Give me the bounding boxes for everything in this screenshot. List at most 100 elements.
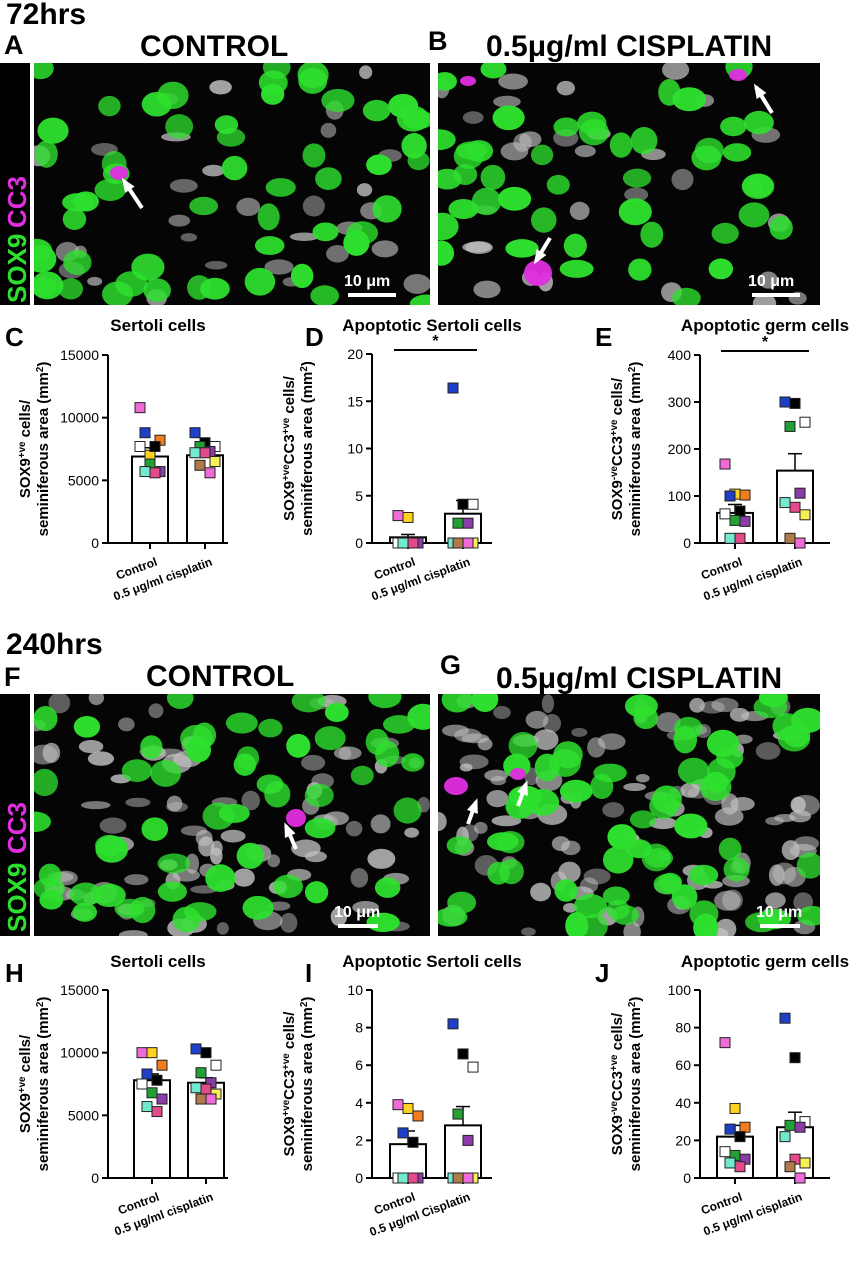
nucleus-cc3 — [729, 69, 747, 81]
bar — [444, 512, 482, 545]
nucleus-sox9 — [708, 258, 734, 280]
data-point — [209, 456, 221, 468]
data-point — [779, 1131, 791, 1143]
nucleus-gray — [462, 111, 484, 124]
y-tick-label: 300 — [668, 394, 692, 410]
nucleus-gray — [569, 201, 590, 221]
nucleus-sox9 — [72, 902, 98, 922]
nucleus-gray — [169, 178, 198, 193]
nucleus-gray — [790, 796, 806, 813]
nucleus-sox9 — [672, 287, 701, 305]
data-point — [154, 466, 166, 478]
nucleus-sox9 — [69, 882, 102, 906]
data-point — [799, 416, 811, 428]
data-point — [789, 501, 801, 513]
panel-title-control: CONTROL — [140, 30, 289, 63]
nucleus-gray — [267, 854, 281, 868]
nucleus-sox9 — [554, 879, 578, 902]
scale-bar — [338, 924, 378, 928]
data-point — [739, 489, 751, 501]
nucleus-sox9 — [102, 281, 134, 305]
arrow-marker — [516, 780, 528, 807]
nucleus-gray — [34, 744, 58, 765]
nucleus-gray — [680, 782, 700, 798]
nucleus-gray — [477, 737, 493, 751]
data-point — [407, 537, 419, 549]
nucleus-gray — [356, 183, 373, 197]
nucleus-sox9 — [34, 63, 54, 80]
nucleus-sox9 — [34, 811, 51, 833]
data-point — [734, 505, 746, 517]
panel-letter: C — [5, 322, 24, 352]
nucleus-sox9 — [37, 117, 69, 144]
data-point — [204, 467, 216, 479]
nucleus-gray — [722, 889, 743, 911]
nucleus-sox9 — [129, 896, 156, 924]
nucleus-gray — [180, 825, 208, 836]
nucleus-sox9 — [409, 294, 430, 305]
bar — [131, 455, 169, 544]
nucleus-sox9 — [34, 706, 58, 732]
data-point — [205, 1077, 217, 1089]
data-point — [189, 447, 201, 459]
nucleus-gray — [289, 232, 319, 241]
data-point — [457, 498, 469, 510]
nucleus-sox9 — [651, 785, 682, 814]
x-tick-label: Control — [372, 1190, 417, 1218]
nucleus-gray — [486, 790, 509, 808]
nucleus-sox9 — [244, 267, 276, 296]
nucleus-sox9 — [302, 143, 326, 168]
bar — [133, 1079, 171, 1179]
x-tick-label: Control — [699, 555, 744, 583]
nucleus-sox9 — [630, 126, 658, 155]
nucleus-sox9 — [368, 694, 402, 709]
panel-letter: G — [440, 650, 462, 680]
x-tick-label: Control — [114, 555, 159, 583]
bar — [776, 469, 814, 544]
data-point — [799, 509, 811, 521]
scale-bar-label: 10 μm — [344, 273, 391, 290]
nucleus-sox9 — [674, 716, 703, 740]
nucleus-gray — [765, 816, 784, 826]
nucleus-gray — [473, 821, 488, 834]
nucleus-sox9 — [720, 116, 747, 137]
nucleus-gray — [264, 259, 294, 275]
nucleus-gray — [370, 814, 391, 834]
data-point — [199, 447, 211, 459]
nucleus-sox9 — [362, 99, 391, 122]
x-tick-label: 0.5 μg/ml Cisplatin — [368, 1190, 472, 1239]
micrograph-G: 10 μm — [438, 694, 820, 936]
nucleus-gray — [209, 80, 232, 95]
data-point — [719, 508, 731, 520]
nucleus-sox9 — [165, 114, 194, 139]
data-point — [195, 1067, 207, 1079]
y-axis-label: seminiferous area (mm2) — [35, 997, 53, 1172]
nucleus-sox9 — [438, 907, 468, 927]
data-point — [724, 490, 736, 502]
nucleus-sox9 — [150, 759, 182, 787]
data-point — [144, 458, 156, 470]
nucleus-sox9 — [286, 733, 311, 758]
nucleus-gray — [330, 907, 348, 927]
nucleus-sox9 — [581, 913, 608, 936]
nucleus-sox9 — [753, 695, 788, 719]
chart-I: I Apoptotic Sertoli cells 0 2 4 6 8 10 Control0.… — [305, 952, 522, 1239]
scale-bar — [752, 293, 800, 297]
nucleus-gray — [462, 824, 479, 842]
nucleus-gray — [521, 927, 536, 936]
section-time-label: 72hrs — [6, 0, 87, 31]
data-point — [397, 1172, 409, 1184]
chart-E: E Apoptotic germ cells 0 100 200 300 400 Contro… — [595, 316, 849, 603]
y-tick-label: 100 — [668, 488, 692, 504]
nucleus-sox9 — [141, 817, 169, 842]
nucleus-gray — [148, 703, 164, 719]
nucleus-gray — [519, 131, 542, 148]
nucleus-sox9 — [640, 221, 664, 248]
data-point — [779, 396, 791, 408]
data-point — [784, 532, 796, 544]
nucleus-sox9 — [618, 198, 652, 226]
data-point — [452, 517, 464, 529]
data-point — [194, 459, 206, 471]
nucleus-gray — [304, 850, 328, 863]
nucleus-sox9 — [699, 773, 732, 801]
